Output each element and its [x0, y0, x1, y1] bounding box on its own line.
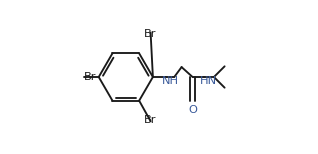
Text: HN: HN	[200, 76, 217, 86]
Text: Br: Br	[144, 29, 157, 39]
Text: O: O	[188, 105, 197, 115]
Text: Br: Br	[144, 115, 157, 125]
Text: NH: NH	[162, 76, 179, 86]
Text: Br: Br	[83, 72, 96, 82]
